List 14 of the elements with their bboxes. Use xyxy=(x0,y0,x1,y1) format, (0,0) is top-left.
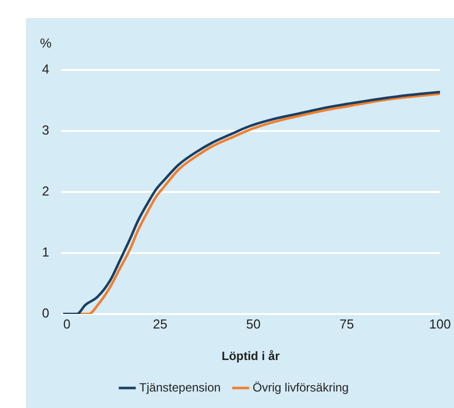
x-tick-label: 50 xyxy=(246,316,261,332)
y-axis-title: % xyxy=(40,36,52,51)
y-tick-label: 4 xyxy=(42,62,50,77)
x-axis-title: Löptid i år xyxy=(222,349,280,364)
x-tick-label: 0 xyxy=(63,316,70,332)
y-tick-label: 3 xyxy=(42,122,50,138)
x-tick-label: 25 xyxy=(152,316,168,332)
y-tick-label: 1 xyxy=(42,244,50,260)
legend-label: Övrig livförsäkring xyxy=(252,380,349,394)
y-tick-label: 0 xyxy=(42,306,50,321)
x-tick-label: 75 xyxy=(339,316,354,332)
legend-label: Tjänstepension xyxy=(139,380,221,394)
x-tick-label: 100 xyxy=(429,316,451,332)
y-tick-label: 2 xyxy=(42,184,50,199)
